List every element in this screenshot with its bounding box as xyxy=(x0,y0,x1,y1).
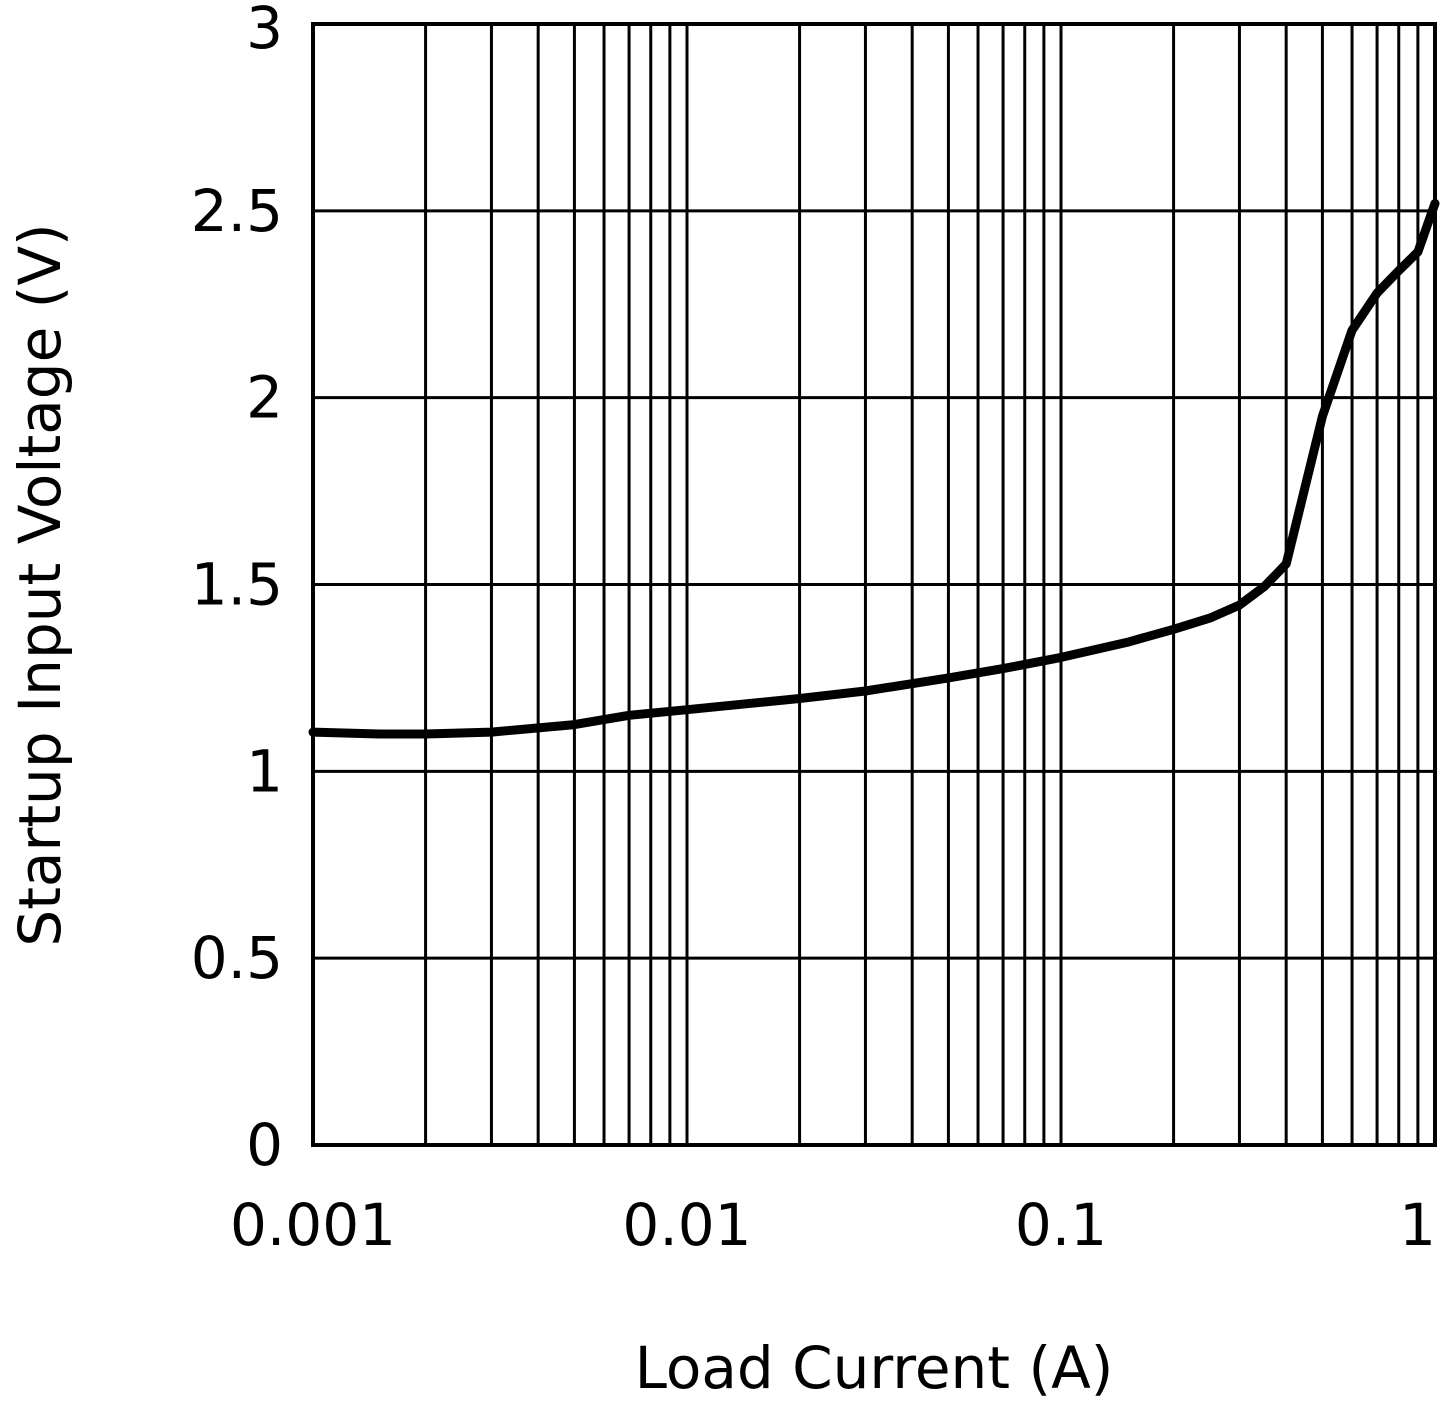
x-tick-label: 0.1 xyxy=(1015,1191,1107,1259)
y-axis-title: Startup Input Voltage (V) xyxy=(6,223,74,946)
x-tick-label: 1 xyxy=(1399,1191,1436,1259)
series-layer xyxy=(308,198,1440,739)
y-tick-label: 1.5 xyxy=(191,551,283,619)
x-tick-label: 0.01 xyxy=(622,1191,751,1259)
y-tick-label: 3 xyxy=(246,0,283,62)
y-tick-labels: 0 0.5 1 1.5 2 2.5 3 xyxy=(191,0,283,1179)
x-tick-label: 0.001 xyxy=(230,1191,396,1259)
y-tick-label: 2 xyxy=(246,364,283,432)
plot-frame xyxy=(311,22,1437,1147)
series-line-0 xyxy=(308,198,1440,739)
y-tick-label: 0 xyxy=(246,1111,283,1179)
x-tick-labels: 0.001 0.01 0.1 1 xyxy=(230,1191,1436,1259)
y-tick-label: 0.5 xyxy=(191,924,283,992)
y-tick-label: 1 xyxy=(246,737,283,805)
x-axis-title: Load Current (A) xyxy=(635,1334,1114,1401)
y-tick-label: 2.5 xyxy=(191,177,283,245)
grid xyxy=(311,22,1435,1147)
